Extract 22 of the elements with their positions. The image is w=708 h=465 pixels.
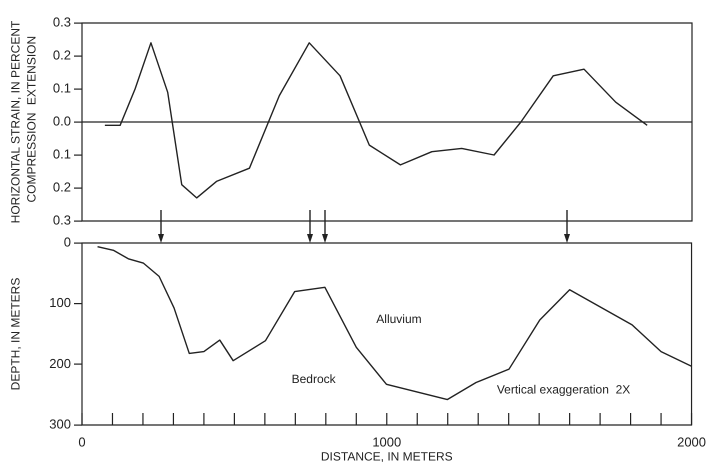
annotation: Bedrock: [292, 372, 337, 386]
y-tick-label: 100: [49, 295, 71, 310]
y-tick-label: 0.3: [52, 14, 71, 30]
y-tick-label: 200: [49, 356, 71, 371]
text: COMPRESSION: [24, 112, 38, 203]
annotation: Alluvium: [376, 312, 422, 326]
text: EXTENSION: [24, 36, 38, 106]
y-axis-title: HORIZONTAL STRAIN, IN PERCENT: [8, 20, 22, 224]
x-tick-label: 1000: [372, 434, 402, 450]
y-tick-label: 0.3: [52, 212, 71, 228]
x-tick-label: 2000: [677, 434, 706, 450]
y-tick-label: 0.1: [52, 146, 71, 162]
y-tick-label: 0.0: [52, 114, 71, 129]
x-axis-title: DISTANCE, IN METERS: [320, 449, 453, 464]
y-tick-label: 0.1: [52, 80, 71, 96]
y-tick-label: 0.2: [52, 48, 71, 63]
y-axis-title: DEPTH, IN METERS: [8, 278, 22, 390]
y-tick-label: 0.2: [52, 180, 71, 195]
x-tick-label: 0: [78, 434, 86, 450]
annotation: Vertical exaggeration 2X: [496, 382, 630, 397]
y-tick-label: 300: [49, 416, 71, 432]
y-tick-label: 0: [64, 234, 71, 250]
